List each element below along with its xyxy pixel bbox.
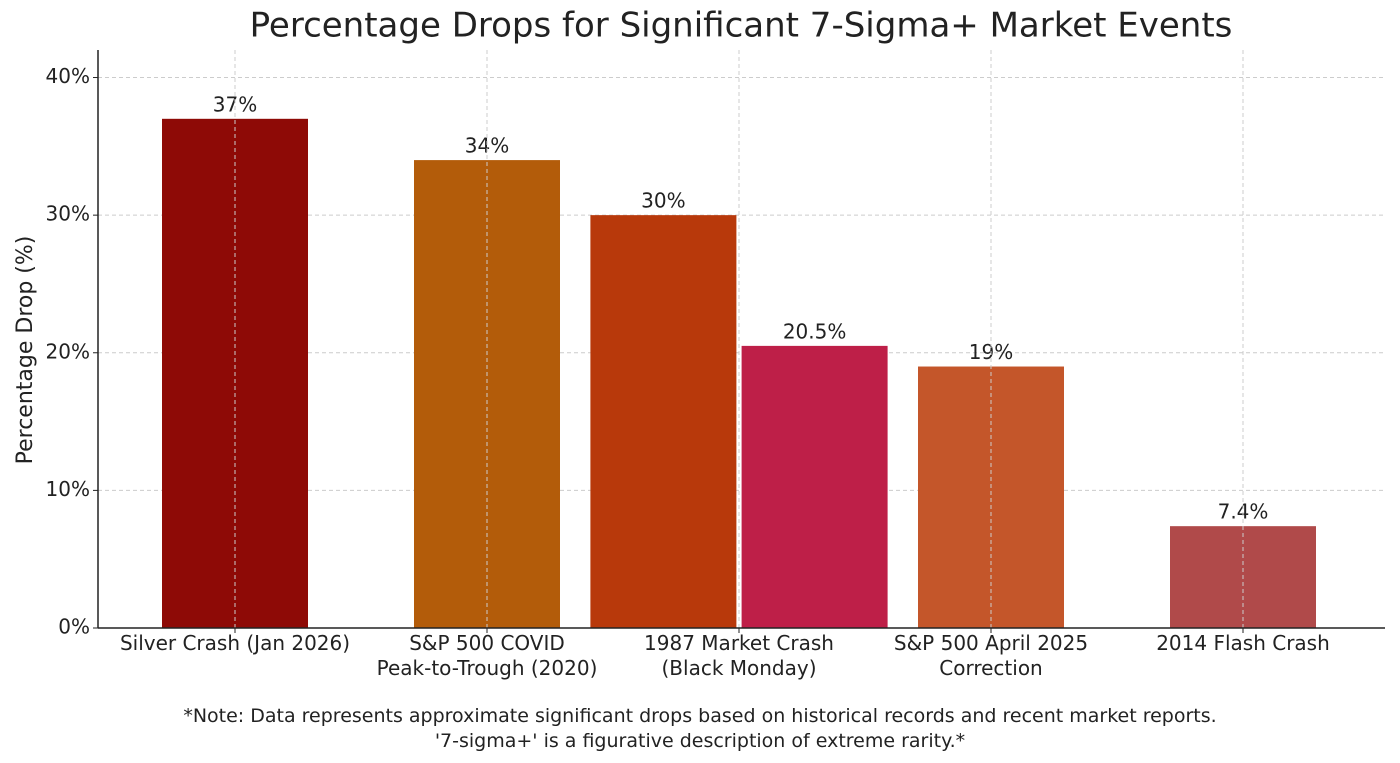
x-tick-label: Silver Crash (Jan 2026) [119,631,351,655]
bar [918,366,1064,628]
x-tick-label: S&P 500 COVID Peak-to-Trough (2020) [376,631,598,680]
y-tick-label: 20% [46,339,90,363]
value-label: 30% [641,189,685,213]
note: *Note: Data represents approximate signi… [183,705,1217,752]
y-tick-label: 30% [46,202,90,226]
bar [590,215,737,628]
y-tick-label: 40% [46,64,90,88]
y-tick-label: 0% [58,615,90,639]
bar [741,345,888,628]
y-tick-label: 10% [46,477,90,501]
x-tick-label: S&P 500 April 2025 Correction [893,631,1089,680]
y-axis-label: Percentage Drop (%) [13,236,38,465]
x-tick-label: 1987 Market Crash (Black Monday) [644,631,834,680]
x-tick-label: 2014 Flash Crash [1156,631,1330,655]
chart-title: Percentage Drops for Significant 7-Sigma… [250,6,1233,46]
value-label: 37% [213,92,257,116]
value-label: 20.5% [783,319,847,343]
